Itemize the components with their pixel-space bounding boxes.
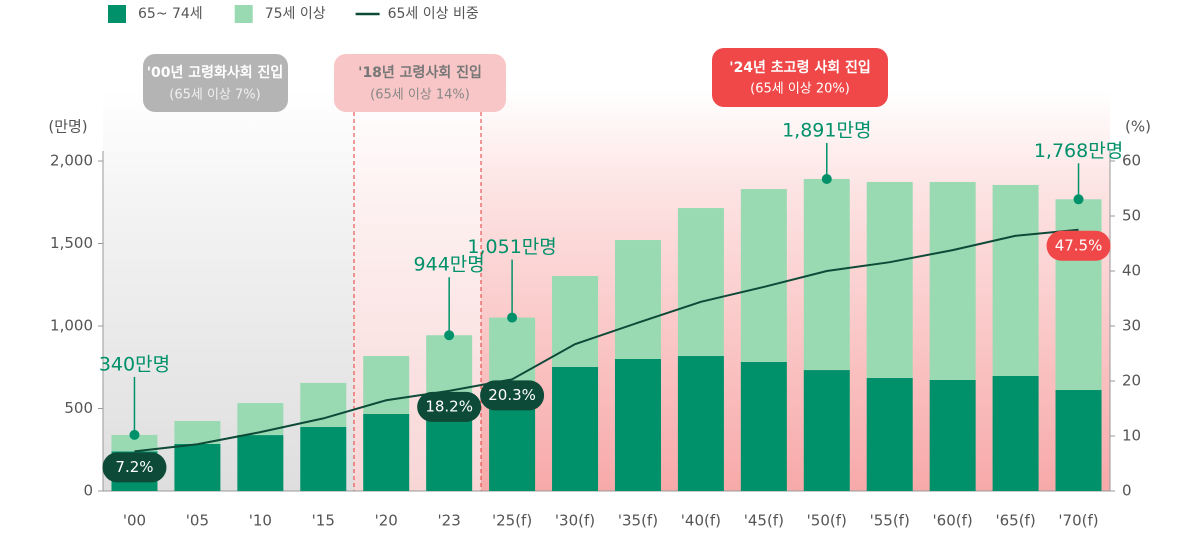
total-marker xyxy=(129,429,140,440)
phase-title: '00년 고령화사회 진입 xyxy=(147,64,284,81)
y-tick-label: 500 xyxy=(64,399,93,417)
total-marker xyxy=(821,173,832,184)
legend-swatch xyxy=(108,5,126,23)
bar xyxy=(929,379,976,491)
total-label: 1,768만명 xyxy=(1034,140,1123,162)
x-tick-label: '25(f) xyxy=(492,512,532,530)
x-tick-label: '55(f) xyxy=(870,512,910,530)
value-label: 7.2% xyxy=(115,458,153,476)
bar xyxy=(614,240,661,359)
x-tick-label: '10 xyxy=(249,512,272,530)
x-tick-label: '70(f) xyxy=(1058,512,1098,530)
y2-tick-label: 30 xyxy=(1122,317,1141,335)
x-tick-label: '23 xyxy=(438,512,461,530)
x-tick-label: '45(f) xyxy=(744,512,784,530)
bar xyxy=(677,356,724,491)
bar xyxy=(237,435,284,491)
bar xyxy=(866,377,913,491)
bar xyxy=(740,361,787,491)
y2-axis-label: (%) xyxy=(1125,118,1151,136)
bar xyxy=(1055,199,1102,391)
bar xyxy=(803,370,850,491)
phase-title: '24년 초고령 사회 진입 xyxy=(729,59,870,76)
x-tick-label: '40(f) xyxy=(681,512,721,530)
bar xyxy=(300,426,347,491)
bar xyxy=(426,335,473,399)
value-label: 18.2% xyxy=(425,397,473,415)
bar xyxy=(489,317,536,386)
y-tick-label: 2,000 xyxy=(50,152,93,170)
value-label: 47.5% xyxy=(1055,236,1103,254)
bar xyxy=(929,181,976,380)
bar xyxy=(174,443,221,491)
y2-tick-label: 0 xyxy=(1122,482,1132,500)
phase-subtitle: (65세 이상 7%) xyxy=(169,88,260,103)
y2-tick-label: 50 xyxy=(1122,207,1141,225)
bar xyxy=(866,181,913,378)
bar xyxy=(174,421,221,444)
bar xyxy=(1055,390,1102,491)
total-label: 944만명 xyxy=(414,254,485,276)
phase-box xyxy=(712,48,888,107)
bar xyxy=(677,208,724,357)
x-tick-label: '15 xyxy=(312,512,335,530)
total-marker xyxy=(1073,194,1084,205)
value-label-bg xyxy=(1046,230,1111,261)
bar xyxy=(992,184,1039,376)
y-tick-label: 1,000 xyxy=(50,317,93,335)
y-tick-label: 1,500 xyxy=(50,234,93,252)
bar xyxy=(740,189,787,362)
x-tick-label: '65(f) xyxy=(995,512,1035,530)
phase-subtitle: (65세 이상 20%) xyxy=(750,82,850,97)
phase-box xyxy=(334,54,506,112)
bar xyxy=(300,382,347,427)
bar xyxy=(552,366,599,491)
bar xyxy=(363,413,410,491)
total-label: 340만명 xyxy=(99,353,170,375)
value-label-bg xyxy=(480,380,545,411)
y2-tick-label: 60 xyxy=(1122,152,1141,170)
bar xyxy=(614,359,661,491)
phase-title: '18년 고령사회 진입 xyxy=(358,64,482,81)
x-tick-label: '35(f) xyxy=(618,512,658,530)
x-tick-label: '00 xyxy=(123,512,146,530)
y2-tick-label: 20 xyxy=(1122,372,1141,390)
y2-tick-label: 10 xyxy=(1122,427,1141,445)
total-label: 1,891만명 xyxy=(782,119,871,141)
value-label-bg xyxy=(102,452,167,483)
bar xyxy=(111,434,158,452)
legend-swatch xyxy=(234,5,253,23)
total-marker xyxy=(507,312,518,323)
bar xyxy=(992,375,1039,491)
phase-boxes: '00년 고령화사회 진입 (65세 이상 7%) '18년 고령사회 진입 (… xyxy=(143,48,888,112)
value-label: 20.3% xyxy=(488,386,536,404)
x-tick-label: '50(f) xyxy=(807,512,847,530)
line xyxy=(134,228,1079,453)
total-marker xyxy=(444,330,455,341)
phase-subtitle: (65세 이상 14%) xyxy=(370,88,470,103)
phase-box xyxy=(143,54,288,112)
bar xyxy=(237,403,284,436)
y-tick-label: 0 xyxy=(83,482,93,500)
x-tick-label: '30(f) xyxy=(555,512,595,530)
x-tick-label: '60(f) xyxy=(933,512,973,530)
value-label-bg xyxy=(417,391,482,422)
x-tick-label: '20 xyxy=(375,512,398,530)
x-tick-label: '05 xyxy=(186,512,209,530)
total-label: 1,051만명 xyxy=(467,236,556,258)
legend-label: 65~ 74세 xyxy=(138,6,203,22)
legend-label: 65세 이상 비중 xyxy=(388,6,479,22)
y2-tick-label: 40 xyxy=(1122,262,1141,280)
y-axis-label: (만명) xyxy=(48,118,87,136)
legend-label: 75세 이상 xyxy=(265,6,326,22)
